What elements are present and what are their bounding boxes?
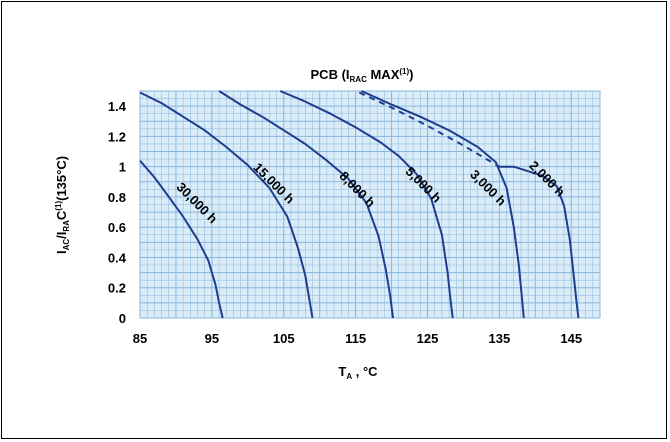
series-line-4 [360, 90, 525, 319]
x-tick-label: 135 [489, 331, 511, 346]
y-tick-label: 1.4 [108, 99, 127, 114]
y-tick-label: 1.2 [108, 129, 126, 144]
x-tick-label: 105 [273, 331, 295, 346]
plot-border [139, 90, 601, 319]
y-tick-label: 0.4 [108, 250, 127, 265]
y-tick-label: 0.8 [108, 190, 126, 205]
series-line-2 [218, 90, 394, 319]
x-tick-label: 85 [133, 331, 147, 346]
series-line-0 [139, 159, 224, 319]
y-tick-label: 1 [119, 160, 126, 175]
series-line-1 [139, 91, 314, 319]
x-axis-label: TA , °C [338, 364, 378, 381]
limit-dashed-line [358, 91, 500, 168]
x-tick-label: 115 [345, 331, 366, 346]
y-tick-label: 0 [119, 311, 126, 326]
series-line-5 [499, 165, 580, 319]
y-tick-label: 0.2 [108, 281, 126, 296]
x-tick-label: 145 [560, 331, 582, 346]
y-axis-label: IAC/IRAC(1)(135°C) [54, 156, 71, 254]
x-tick-label: 125 [417, 331, 439, 346]
y-tick-label: 0.6 [108, 220, 126, 235]
chart-title: PCB (IRAC MAX(1)) [311, 67, 414, 84]
series-line-3 [279, 90, 454, 319]
x-tick-label: 95 [205, 331, 219, 346]
tick-labels: 85 95 105 115 125 135 145 0 0.2 0.4 0.6 0.8 1 1.2 1.4 [108, 99, 582, 346]
